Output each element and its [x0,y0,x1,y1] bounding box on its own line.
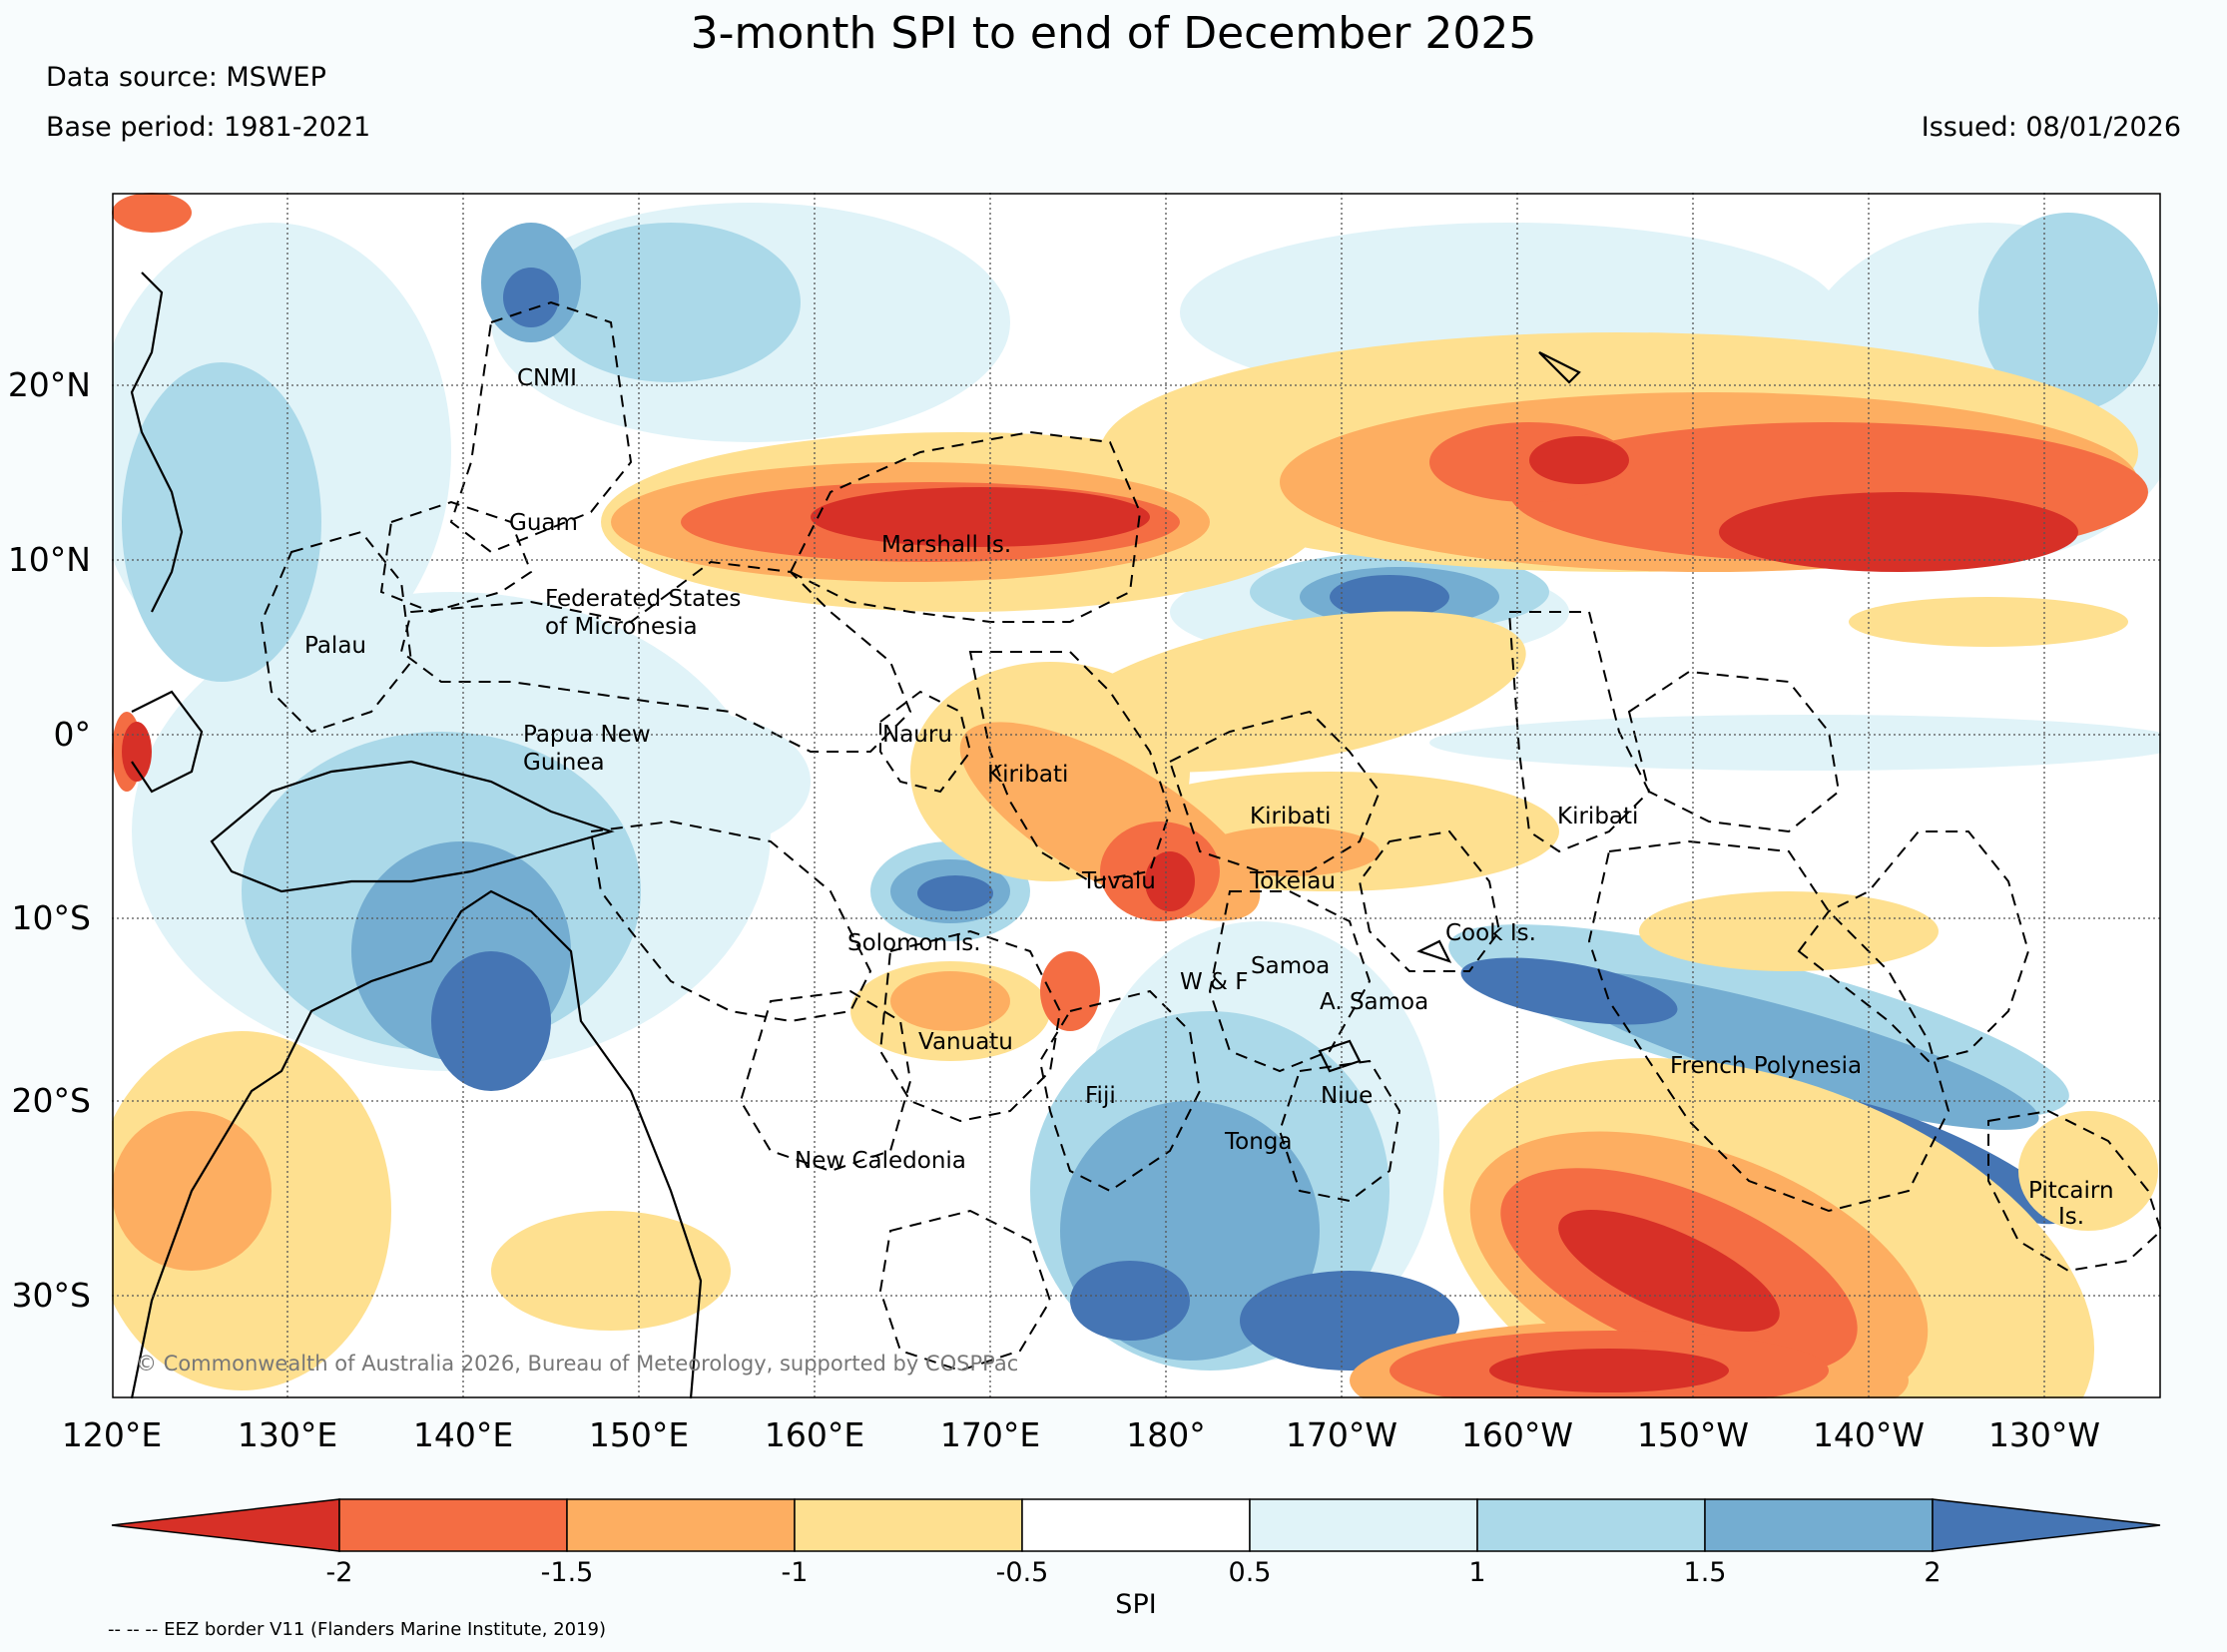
label-new-caledonia: New Caledonia [795,1148,966,1174]
lon-tick-150w: 150°W [1636,1415,1750,1454]
label-guam: Guam [509,510,578,536]
label-fsm-line2: of Micronesia [545,614,698,640]
colorbar-cell [1021,1498,1251,1552]
colorbar-cell [1476,1498,1706,1552]
lon-tick-150e: 150°E [588,1415,690,1454]
data-source: Data source: MSWEP [46,62,326,93]
colorbar-tick: 0.5 [1228,1557,1272,1588]
label-kiribati-east: Kiribati [1557,804,1638,829]
label-pitcairn-line2: Is. [2058,1204,2084,1230]
label-niue: Niue [1321,1083,1373,1109]
colorbar-cell [338,1498,568,1552]
spi-map: CNMI Guam Marshall Is. Federated States … [112,193,2161,1398]
map-frame [112,193,2161,1398]
eez-borders [260,300,2161,1373]
eez-border-note: -- -- -- EEZ border V11 (Flanders Marine… [108,1619,607,1640]
label-pitcairn-line1: Pitcairn [2028,1178,2114,1204]
colorbar-cell [794,1498,1023,1552]
colorbar-tick: 2 [1924,1557,1942,1588]
copyright-notice: © Commonwealth of Australia 2026, Bureau… [136,1352,1018,1376]
lon-tick-180: 180° [1126,1415,1206,1454]
lat-tick-10s: 10°S [11,898,91,937]
map-title: 3-month SPI to end of December 2025 [690,8,1537,59]
label-american-samoa: A. Samoa [1320,989,1428,1015]
label-vanuatu: Vanuatu [918,1029,1013,1055]
lon-tick-170w: 170°W [1285,1415,1398,1454]
lat-tick-10n: 10°N [7,540,91,579]
lon-tick-140e: 140°E [412,1415,514,1454]
colorbar-extend-low [111,1498,340,1552]
label-cook-islands: Cook Is. [1445,920,1536,946]
issued-date: Issued: 08/01/2026 [1921,112,2181,143]
label-fsm-line1: Federated States [545,586,741,612]
lon-tick-130e: 130°E [237,1415,338,1454]
lat-tick-30s: 30°S [11,1276,91,1315]
label-french-polynesia: French Polynesia [1670,1053,1862,1079]
colorbar-tick: -2 [325,1557,353,1588]
label-tuvalu: Tuvalu [1081,868,1156,894]
label-tokelau: Tokelau [1249,868,1336,894]
colorbar-tick: -1.5 [540,1557,594,1588]
label-fiji: Fiji [1085,1083,1116,1109]
lon-tick-160w: 160°W [1460,1415,1574,1454]
label-wallis-futuna: W & F [1180,969,1249,995]
label-palau: Palau [304,633,366,659]
colorbar-tick: -1 [781,1557,809,1588]
lat-tick-0: 0° [53,715,92,754]
label-tonga: Tonga [1224,1129,1292,1155]
spi-colorbar [111,1498,2161,1552]
colorbar-tick: 1 [1468,1557,1486,1588]
colorbar-title: SPI [1115,1589,1157,1620]
label-cnmi: CNMI [517,365,577,391]
lon-tick-160e: 160°E [764,1415,865,1454]
lat-tick-20n: 20°N [7,365,91,404]
coastlines [130,272,1581,1398]
lon-tick-140w: 140°W [1812,1415,1926,1454]
label-solomon-islands: Solomon Is. [847,930,981,956]
label-kiribati-west: Kiribati [987,762,1068,788]
label-nauru: Nauru [882,722,952,748]
lat-tick-20s: 20°S [11,1081,91,1120]
colorbar-cell [1704,1498,1934,1552]
lon-tick-120e: 120°E [61,1415,163,1454]
colorbar-tick: 1.5 [1683,1557,1727,1588]
lon-tick-170e: 170°E [939,1415,1041,1454]
label-png-line1: Papua New [523,722,651,748]
graticule [112,193,2161,1398]
label-samoa: Samoa [1251,953,1330,979]
label-marshall-islands: Marshall Is. [881,532,1011,558]
colorbar-extend-high [1932,1498,2161,1552]
label-kiribati-central: Kiribati [1250,804,1331,829]
colorbar-tick: -0.5 [995,1557,1049,1588]
spi-fields [112,193,2161,1398]
colorbar-cell [566,1498,796,1552]
lon-tick-130w: 130°W [1987,1415,2101,1454]
label-png-line2: Guinea [523,750,605,776]
colorbar-cell [1249,1498,1478,1552]
base-period: Base period: 1981-2021 [46,112,371,143]
place-labels: CNMI Guam Marshall Is. Federated States … [304,365,2114,1230]
